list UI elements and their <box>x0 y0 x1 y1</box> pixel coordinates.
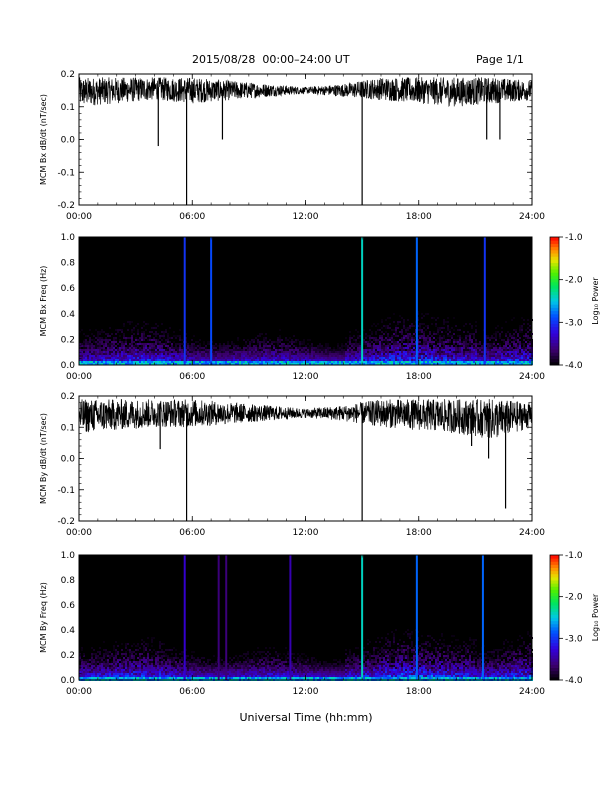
y-tick-label: 0.6 <box>61 284 76 294</box>
y-tick-label: 0.2 <box>61 651 75 661</box>
y-tick-label: 0.6 <box>61 601 76 611</box>
y-tick-label: 0.2 <box>61 335 75 345</box>
y-tick-label: 1.0 <box>61 233 76 243</box>
y-axis-label: MCM Bx dB/dt (nT/sec) <box>39 94 48 185</box>
panel-2: -1.0 -2.0 -3.0 -4.0 Log₁₀ Power 1.0 0.8 0.6 0.4 0… <box>39 233 600 382</box>
panel-4: -1.0 -2.0 -3.0 -4.0 Log₁₀ Power 1.0 0.8 0.6 0.4 0… <box>39 551 600 697</box>
y-tick-label: -0.2 <box>57 517 75 527</box>
x-axis-title: Universal Time (hh:mm) <box>239 711 373 724</box>
y-axis-label: MCM By Freq (Hz) <box>39 582 48 653</box>
y-tick-label: 0.8 <box>61 576 76 586</box>
x-tick-label: 12:00 <box>293 212 319 222</box>
panel-3: 0.2 0.1 0.0 -0.1 -0.200:00 06:00 12:00 18:00 24:… <box>39 392 545 538</box>
x-tick-label: 18:00 <box>406 528 432 538</box>
y-tick-label: 1.0 <box>61 551 76 561</box>
x-tick-label: 18:00 <box>406 687 432 697</box>
series-trace <box>78 398 533 439</box>
x-tick-label: 12:00 <box>293 528 319 538</box>
colorbar-label: Log₁₀ Power <box>591 277 600 325</box>
x-tick-label: 06:00 <box>179 528 205 538</box>
x-tick-label: 00:00 <box>66 687 92 697</box>
x-tick-label: 24:00 <box>519 528 545 538</box>
x-tick-label: 18:00 <box>406 372 432 382</box>
y-tick-label: 0.1 <box>61 423 75 433</box>
y-tick-label: 0.2 <box>61 70 75 80</box>
x-tick-label: 24:00 <box>519 212 545 222</box>
colorbar-tick-label: -3.0 <box>565 634 583 644</box>
series-trace <box>78 77 533 108</box>
x-tick-label: 12:00 <box>293 372 319 382</box>
x-tick-label: 18:00 <box>406 212 432 222</box>
y-tick-label: 0.4 <box>61 626 76 636</box>
x-tick-label: 06:00 <box>179 212 205 222</box>
y-tick-label: -0.1 <box>57 168 75 178</box>
colorbar-tick-label: -1.0 <box>565 551 583 561</box>
colorbar-tick-label: -1.0 <box>565 233 583 243</box>
colorbar-tick-label: -4.0 <box>565 676 583 686</box>
colorbar: -1.0 -2.0 -3.0 -4.0 Log₁₀ Power <box>549 233 600 371</box>
y-tick-label: 0.0 <box>61 676 76 686</box>
panel-1: 0.2 0.1 0.0 -0.1 -0.200:00 06:00 12:00 18:00 24:… <box>39 70 545 222</box>
y-tick-label: 0.0 <box>61 455 76 465</box>
x-tick-label: 00:00 <box>66 528 92 538</box>
page-title: 2015/08/28 00:00–24:00 UT <box>192 53 350 66</box>
colorbar-tick-label: -4.0 <box>565 361 583 371</box>
y-axis-label: MCM Bx Freq (Hz) <box>39 266 48 337</box>
y-tick-label: -0.2 <box>57 201 75 211</box>
y-tick-label: -0.1 <box>57 486 75 496</box>
x-tick-label: 24:00 <box>519 687 545 697</box>
y-tick-label: 0.0 <box>61 136 76 146</box>
y-tick-label: 0.8 <box>61 259 76 269</box>
y-tick-label: 0.4 <box>61 310 76 320</box>
page-number: Page 1/1 <box>476 53 524 66</box>
y-tick-label: 0.2 <box>61 392 75 402</box>
colorbar-tick-label: -2.0 <box>565 276 583 286</box>
y-tick-label: 0.0 <box>61 361 76 371</box>
x-tick-label: 00:00 <box>66 372 92 382</box>
colorbar-tick-label: -3.0 <box>565 318 583 328</box>
x-tick-label: 00:00 <box>66 212 92 222</box>
colorbar-label: Log₁₀ Power <box>591 593 600 641</box>
x-tick-label: 06:00 <box>179 372 205 382</box>
x-tick-label: 24:00 <box>519 372 545 382</box>
y-tick-label: 0.1 <box>61 103 75 113</box>
colorbar: -1.0 -2.0 -3.0 -4.0 Log₁₀ Power <box>549 551 600 686</box>
colorbar-tick-label: -2.0 <box>565 593 583 603</box>
y-axis-label: MCM By dB/dt (nT/sec) <box>39 413 48 504</box>
x-tick-label: 06:00 <box>179 687 205 697</box>
x-tick-label: 12:00 <box>293 687 319 697</box>
heatmap-cells <box>79 311 533 365</box>
